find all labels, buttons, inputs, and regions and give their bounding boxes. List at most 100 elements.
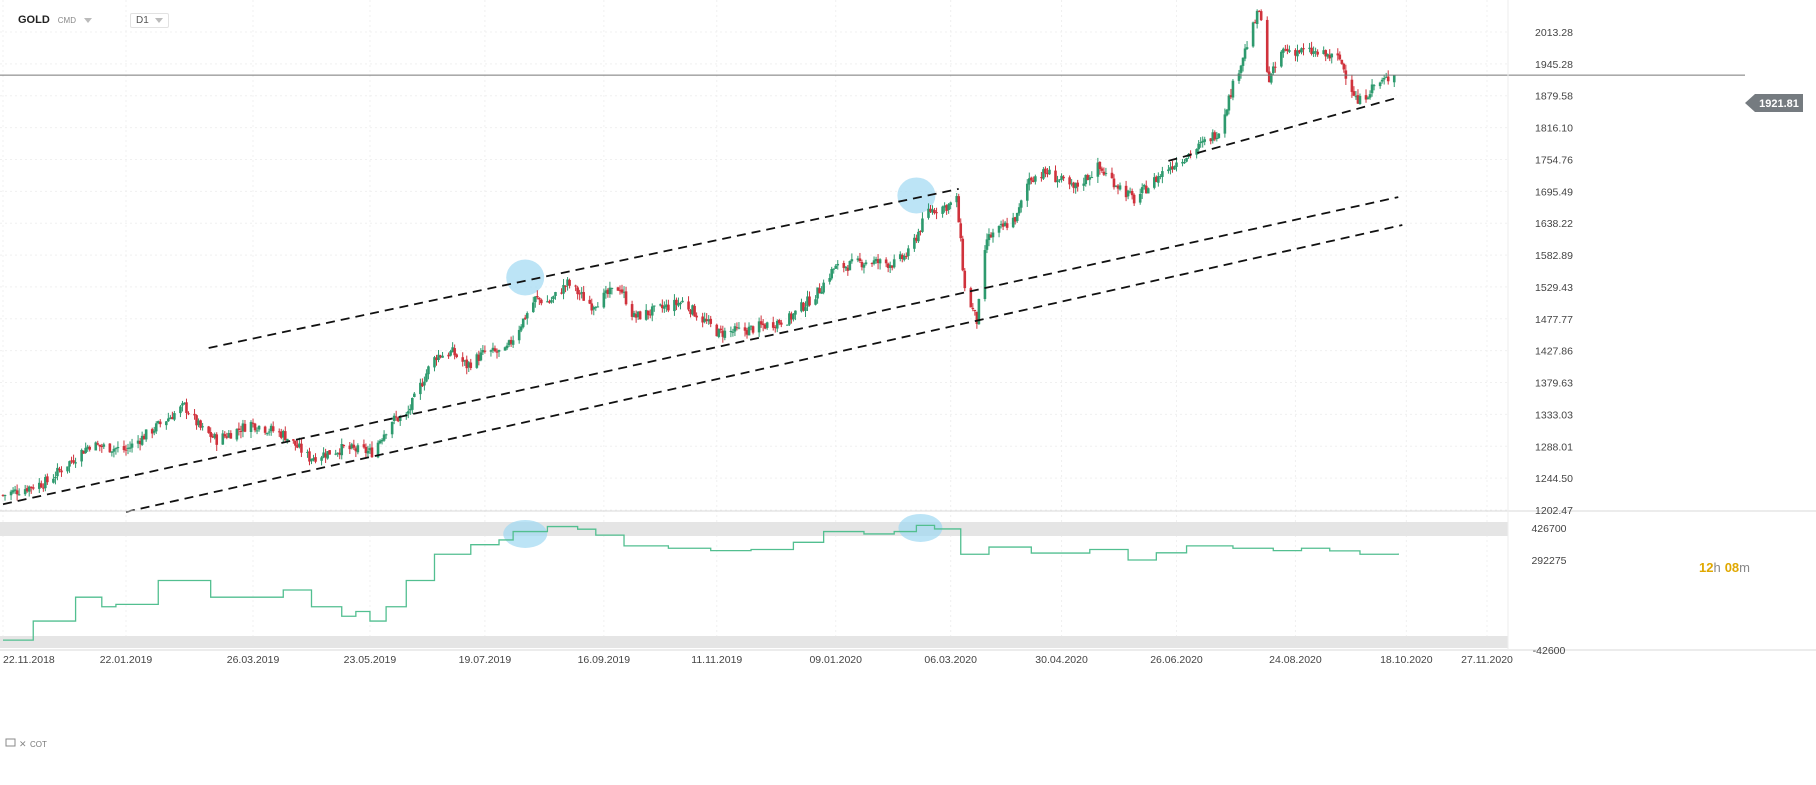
candle-up[interactable] xyxy=(298,443,301,447)
candle-up[interactable] xyxy=(1185,158,1188,162)
candle-up[interactable] xyxy=(320,457,323,461)
symbol-dropdown-icon[interactable] xyxy=(84,17,92,23)
candle-down[interactable] xyxy=(540,299,543,304)
candle-down[interactable] xyxy=(292,439,295,441)
candle-down[interactable] xyxy=(1124,185,1128,198)
candle-up[interactable] xyxy=(441,355,444,358)
candle-up[interactable] xyxy=(663,306,666,309)
candle-down[interactable] xyxy=(483,350,487,352)
candle-down[interactable] xyxy=(279,431,283,438)
candle-up[interactable] xyxy=(872,260,876,264)
candle-up[interactable] xyxy=(181,403,184,406)
trend-channel-lines[interactable] xyxy=(2,96,1403,513)
candle-up[interactable] xyxy=(112,448,116,452)
candle-down[interactable] xyxy=(193,413,196,416)
candle-up[interactable] xyxy=(169,417,172,420)
candle-up[interactable] xyxy=(636,311,640,318)
candle-down[interactable] xyxy=(1,494,5,496)
candle-up[interactable] xyxy=(1366,97,1370,99)
candle-down[interactable] xyxy=(929,208,932,212)
candle-up[interactable] xyxy=(1070,183,1073,185)
candle-up[interactable] xyxy=(479,352,483,361)
candle-up[interactable] xyxy=(878,259,882,264)
candle-up[interactable] xyxy=(1153,177,1156,188)
candle-down[interactable] xyxy=(171,417,174,420)
candle-up[interactable] xyxy=(306,451,309,453)
candle-up[interactable] xyxy=(830,269,834,279)
candle-up[interactable] xyxy=(1368,94,1372,98)
candle-up[interactable] xyxy=(765,322,769,328)
candle-up[interactable] xyxy=(1251,22,1255,47)
candle-down[interactable] xyxy=(919,231,922,233)
candle-down[interactable] xyxy=(1116,185,1120,189)
candle-up[interactable] xyxy=(604,290,608,294)
candle-down[interactable] xyxy=(693,305,696,317)
candle-up[interactable] xyxy=(997,225,1001,233)
candle-up[interactable] xyxy=(1197,143,1200,150)
candle-down[interactable] xyxy=(96,443,100,445)
candle-up[interactable] xyxy=(749,325,753,327)
candle-up[interactable] xyxy=(326,451,329,459)
candle-up[interactable] xyxy=(1223,114,1227,134)
candle-up[interactable] xyxy=(816,287,819,299)
candle-down[interactable] xyxy=(435,357,438,361)
candle-down[interactable] xyxy=(957,196,961,223)
candle-down[interactable] xyxy=(271,426,275,432)
candle-down[interactable] xyxy=(548,301,551,303)
candle-down[interactable] xyxy=(1040,177,1043,179)
candle-up[interactable] xyxy=(566,279,569,286)
candle-down[interactable] xyxy=(618,290,622,292)
candle-down[interactable] xyxy=(1302,48,1305,50)
candle-up[interactable] xyxy=(1126,190,1130,197)
candle-up[interactable] xyxy=(221,433,225,445)
symbol-name[interactable]: GOLD xyxy=(18,14,50,26)
channel-line[interactable] xyxy=(1168,96,1399,162)
candle-up[interactable] xyxy=(1382,78,1386,80)
candle-down[interactable] xyxy=(721,330,725,337)
channel-line[interactable] xyxy=(125,224,1403,513)
candle-down[interactable] xyxy=(1030,177,1033,181)
indicator-settings-icon[interactable] xyxy=(5,738,16,747)
candle-up[interactable] xyxy=(792,313,795,320)
candle-down[interactable] xyxy=(225,436,229,438)
candle-up[interactable] xyxy=(503,347,507,351)
candle-down[interactable] xyxy=(229,433,233,439)
candle-down[interactable] xyxy=(536,295,539,298)
candle-up[interactable] xyxy=(677,303,680,306)
candle-up[interactable] xyxy=(1058,179,1061,181)
candle-up[interactable] xyxy=(382,434,386,441)
candle-up[interactable] xyxy=(977,298,981,325)
candle-down[interactable] xyxy=(1284,49,1287,51)
candle-up[interactable] xyxy=(419,382,422,395)
candle-up[interactable] xyxy=(1312,51,1315,54)
candle-up[interactable] xyxy=(481,350,485,353)
candle-down[interactable] xyxy=(590,303,594,311)
candle-up[interactable] xyxy=(167,418,170,422)
candle-down[interactable] xyxy=(634,314,638,318)
candle-down[interactable] xyxy=(560,292,563,294)
candle-down[interactable] xyxy=(1328,55,1332,59)
candle-up[interactable] xyxy=(1237,73,1241,81)
candle-down[interactable] xyxy=(564,285,567,287)
candle-down[interactable] xyxy=(648,314,652,316)
candle-up[interactable] xyxy=(86,446,89,449)
candle-down[interactable] xyxy=(239,431,243,433)
candle-down[interactable] xyxy=(538,297,541,300)
candle-up[interactable] xyxy=(183,402,186,404)
candle-up[interactable] xyxy=(1027,178,1031,185)
candle-down[interactable] xyxy=(606,289,610,295)
candle-up[interactable] xyxy=(985,239,989,250)
candle-up[interactable] xyxy=(814,299,817,305)
candle-up[interactable] xyxy=(806,296,809,307)
candle-down[interactable] xyxy=(975,311,979,324)
candle-down[interactable] xyxy=(199,420,202,428)
candle-down[interactable] xyxy=(1072,182,1075,188)
candle-down[interactable] xyxy=(251,422,255,424)
candle-down[interactable] xyxy=(989,234,993,238)
candle-down[interactable] xyxy=(1171,166,1174,170)
candle-down[interactable] xyxy=(421,383,424,387)
candle-up[interactable] xyxy=(463,360,467,362)
candle-up[interactable] xyxy=(546,301,549,303)
candle-up[interactable] xyxy=(380,439,384,442)
candle-down[interactable] xyxy=(779,322,783,325)
